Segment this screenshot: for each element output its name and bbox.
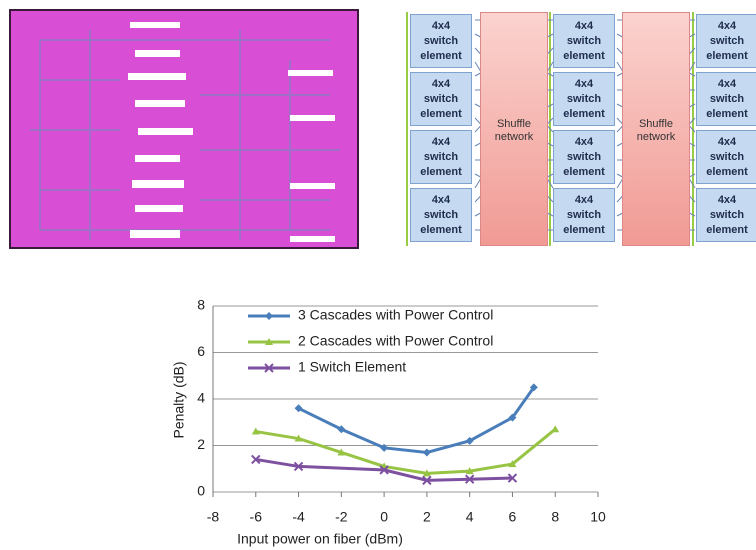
shuffle-label: Shuffle network xyxy=(494,118,534,143)
point xyxy=(265,338,273,345)
legend-label: 1 Switch Element xyxy=(298,359,406,375)
x-tick-label: 2 xyxy=(423,509,431,525)
series-line xyxy=(297,386,536,454)
point xyxy=(293,461,304,472)
y-tick-label: 0 xyxy=(197,483,205,499)
series-line xyxy=(255,428,557,475)
series-line xyxy=(255,457,513,482)
chip-photo xyxy=(9,9,359,249)
switch-element: 4x4 switch element xyxy=(410,188,472,242)
point xyxy=(422,475,432,486)
point xyxy=(508,460,517,468)
switch-element: 4x4 switch element xyxy=(696,72,756,126)
x-tick-label: 4 xyxy=(466,509,474,525)
shuffle-network xyxy=(480,12,548,246)
y-tick-label: 8 xyxy=(197,297,205,313)
point xyxy=(294,434,303,442)
point xyxy=(265,312,273,320)
switch-element: 4x4 switch element xyxy=(410,130,472,184)
x-axis-label: Input power on fiber (dBm) xyxy=(237,531,403,547)
point xyxy=(465,436,474,445)
point xyxy=(551,425,560,433)
point xyxy=(508,413,517,422)
y-tick-label: 2 xyxy=(197,436,205,452)
x-tick-label: 0 xyxy=(380,509,388,525)
x-tick-label: -4 xyxy=(292,509,305,525)
chart: Input power on fiber (dBm) Penalty (dB) … xyxy=(171,297,606,547)
point xyxy=(337,425,346,434)
point xyxy=(251,427,260,435)
x-tick-label: -2 xyxy=(335,509,348,525)
y-tick-label: 6 xyxy=(197,343,205,359)
point xyxy=(465,467,474,475)
point xyxy=(422,469,431,477)
switch-element: 4x4 switch element xyxy=(410,72,472,126)
y-axis-label: Penalty (dB) xyxy=(171,361,187,438)
point xyxy=(379,465,389,475)
switch-element: 4x4 switch element xyxy=(553,188,615,242)
y-tick-label: 4 xyxy=(197,390,205,406)
x-tick-label: 8 xyxy=(551,509,559,525)
switch-element: 4x4 switch element xyxy=(696,188,756,242)
switch-element: 4x4 switch element xyxy=(553,14,615,68)
legend-label: 3 Cascades with Power Control xyxy=(298,307,493,323)
switch-element: 4x4 switch element xyxy=(553,130,615,184)
x-tick-label: -6 xyxy=(250,509,263,525)
shuffle-network xyxy=(622,12,690,246)
switch-element: 4x4 switch element xyxy=(696,130,756,184)
x-tick-label: -8 xyxy=(207,509,220,525)
point xyxy=(294,404,303,413)
point xyxy=(380,443,389,452)
switch-element: 4x4 switch element xyxy=(553,72,615,126)
x-tick-label: 6 xyxy=(509,509,517,525)
point xyxy=(251,454,261,465)
point xyxy=(507,473,518,483)
legend-label: 2 Cascades with Power Control xyxy=(298,333,493,349)
x-tick-label: 10 xyxy=(590,509,606,525)
switch-element: 4x4 switch element xyxy=(696,14,756,68)
point xyxy=(529,383,538,392)
switch-element: 4x4 switch element xyxy=(410,14,472,68)
point xyxy=(337,448,346,456)
point xyxy=(264,363,274,373)
point xyxy=(422,448,431,457)
shuffle-label: Shuffle network xyxy=(636,118,676,143)
point xyxy=(464,474,475,484)
